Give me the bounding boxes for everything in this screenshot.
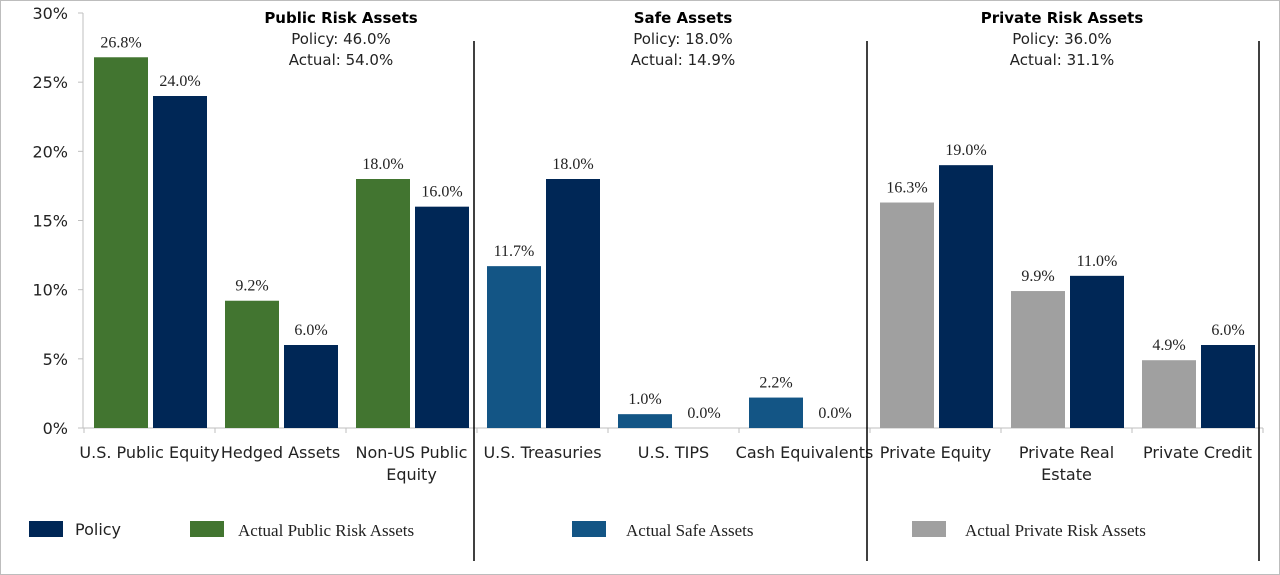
group-title: Public Risk Assets: [264, 9, 417, 27]
y-tick-label: 30%: [32, 4, 68, 23]
x-tick-label: U.S. TIPS: [638, 443, 709, 462]
data-label-actual: 4.9%: [1152, 337, 1185, 354]
group-title: Safe Assets: [634, 9, 733, 27]
data-label-policy: 0.0%: [818, 405, 851, 422]
data-label-actual: 9.9%: [1021, 268, 1054, 285]
bar-actual: [487, 266, 541, 428]
data-label-actual: 26.8%: [100, 34, 141, 51]
group-title: Private Risk Assets: [981, 9, 1144, 27]
data-label-actual: 18.0%: [362, 156, 403, 173]
legend-swatch-policy: [29, 521, 63, 537]
bar-policy: [153, 96, 207, 428]
data-label-actual: 1.0%: [628, 391, 661, 408]
legend-label-policy: Policy: [75, 520, 121, 539]
bar-actual: [1142, 360, 1196, 428]
legend-swatch-actual: [190, 521, 224, 537]
group-actual-total: Actual: 31.1%: [1010, 51, 1114, 69]
y-tick-label: 20%: [32, 142, 68, 161]
bar-policy: [939, 165, 993, 428]
group-policy-total: Policy: 18.0%: [633, 30, 733, 48]
bar-actual: [749, 397, 803, 428]
data-label-policy: 16.0%: [421, 184, 462, 201]
bar-policy: [415, 206, 469, 428]
group-actual-total: Actual: 54.0%: [289, 51, 393, 69]
legend-label-actual: Actual Public Risk Assets: [238, 521, 414, 540]
x-tick-label: Hedged Assets: [221, 443, 340, 462]
data-label-policy: 18.0%: [552, 156, 593, 173]
data-label-policy: 6.0%: [1211, 322, 1244, 339]
bar-actual: [880, 202, 934, 428]
y-tick-label: 15%: [32, 212, 68, 231]
data-label-actual: 11.7%: [494, 243, 535, 260]
y-tick-label: 25%: [32, 73, 68, 92]
bar-policy: [546, 179, 600, 428]
bar-actual: [225, 300, 279, 428]
legend-swatch-actual: [572, 521, 606, 537]
bar-actual: [94, 57, 148, 429]
x-tick-label: Non-US Public: [356, 443, 468, 462]
x-tick-label: Private Real: [1019, 443, 1114, 462]
data-label-actual: 2.2%: [759, 375, 792, 392]
data-label-policy: 6.0%: [294, 322, 327, 339]
x-tick-label: Private Credit: [1143, 443, 1252, 462]
x-tick-label: Equity: [386, 465, 437, 484]
bar-policy: [1201, 345, 1255, 428]
y-tick-label: 5%: [43, 350, 68, 369]
legend-swatch-actual: [912, 521, 946, 537]
y-tick-label: 0%: [43, 419, 68, 438]
bar-actual: [618, 414, 672, 428]
group-actual-total: Actual: 14.9%: [631, 51, 735, 69]
legend-label-actual: Actual Safe Assets: [626, 521, 753, 540]
bar-actual: [356, 179, 410, 428]
x-tick-label: U.S. Treasuries: [483, 443, 601, 462]
x-tick-label: Cash Equivalents: [736, 443, 874, 462]
data-label-actual: 16.3%: [886, 180, 927, 197]
x-tick-label: Estate: [1041, 465, 1092, 484]
bar-policy: [1070, 275, 1124, 428]
group-policy-total: Policy: 46.0%: [291, 30, 391, 48]
bar-policy: [284, 345, 338, 428]
x-tick-label: Private Equity: [880, 443, 991, 462]
x-tick-label: U.S. Public Equity: [79, 443, 219, 462]
y-tick-label: 10%: [32, 281, 68, 300]
data-label-policy: 0.0%: [687, 405, 720, 422]
data-label-actual: 9.2%: [235, 278, 268, 295]
data-label-policy: 24.0%: [159, 73, 200, 90]
data-label-policy: 19.0%: [945, 142, 986, 159]
legend-label-actual: Actual Private Risk Assets: [965, 521, 1146, 540]
data-label-policy: 11.0%: [1077, 253, 1118, 270]
bar-actual: [1011, 291, 1065, 428]
group-policy-total: Policy: 36.0%: [1012, 30, 1112, 48]
